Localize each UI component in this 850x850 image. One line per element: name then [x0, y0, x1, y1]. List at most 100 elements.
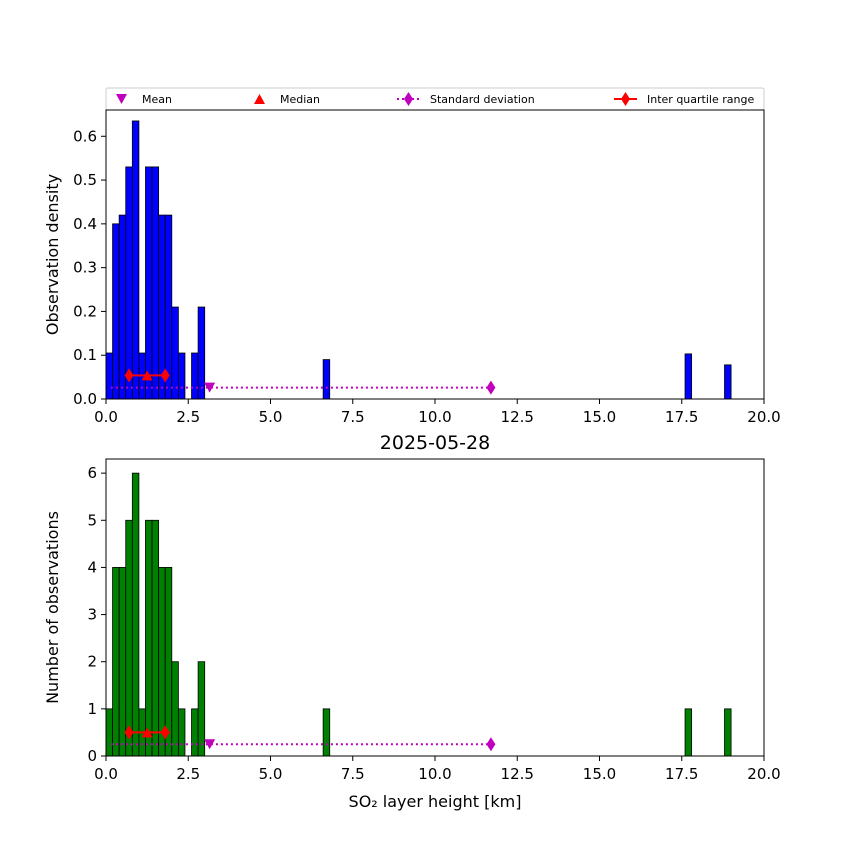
density-bar — [724, 364, 732, 400]
density-x-tick-label: 12.5 — [501, 408, 534, 426]
density-bar — [118, 214, 127, 400]
density-bar — [191, 352, 199, 400]
density-y-axis-label: Observation density — [43, 174, 62, 335]
density-x-tick-label: 10.0 — [418, 408, 451, 426]
count-x-tick-label: 5.0 — [259, 765, 283, 783]
count-bar — [145, 519, 153, 757]
density-iqr-low-marker — [124, 368, 134, 383]
count-bar — [105, 708, 113, 757]
density-bar — [145, 166, 153, 400]
density-bar — [112, 223, 120, 400]
count-iqr-high-marker — [160, 725, 170, 740]
density-y-tick-label: 0.3 — [73, 259, 97, 277]
count-y-tick-label: 4 — [87, 558, 97, 576]
count-x-tick-label: 0.0 — [94, 765, 118, 783]
count-x-tick-label: 2.5 — [176, 765, 200, 783]
legend-label-iqr: Inter quartile range — [647, 93, 754, 106]
density-x-tick-label: 2.5 — [176, 408, 200, 426]
count-x-tick-label: 20.0 — [747, 765, 780, 783]
density-std-dev-marker — [486, 380, 496, 395]
density-x-tick-label: 15.0 — [583, 408, 616, 426]
count-x-tick-label: 10.0 — [418, 765, 451, 783]
count-bar — [197, 661, 206, 757]
density-histogram: 0.0 2.5 5.0 7.5 10.0 12.5 15.0 17.5 20.0 0.00.10… — [43, 109, 781, 426]
count-bar — [171, 661, 179, 757]
density-bar — [125, 166, 133, 400]
density-x-tick-label: 17.5 — [665, 408, 698, 426]
density-y-tick-label: 0.5 — [73, 171, 97, 189]
density-y-tick-label: 0.0 — [73, 390, 97, 408]
density-y-tick-label: 0.6 — [73, 127, 97, 145]
count-bar — [118, 567, 127, 757]
count-x-tick-label: 17.5 — [665, 765, 698, 783]
density-bar — [197, 306, 206, 400]
iqr-diamond-icon — [621, 92, 630, 106]
count-chart-title: 2025-05-28 — [380, 432, 490, 454]
density-axes-frame — [105, 109, 765, 400]
density-y-tick-label: 0.2 — [73, 302, 97, 320]
count-y-tick-label: 1 — [87, 700, 97, 718]
count-bar — [322, 708, 331, 757]
count-bar — [131, 472, 140, 757]
density-statistics — [110, 368, 496, 395]
count-x-tick-label: 7.5 — [341, 765, 365, 783]
count-histogram: 2025-05-28 0.0 2.5 5.0 7.5 10.0 12.5 15.0 17.5 2… — [43, 432, 781, 811]
count-x-ticks: 0.0 2.5 5.0 7.5 10.0 12.5 15.0 17.5 20.0 — [94, 756, 781, 783]
density-bar — [131, 120, 140, 400]
density-x-tick-label: 0.0 — [94, 408, 118, 426]
density-y-tick-label: 0.4 — [73, 215, 97, 233]
sd-diamond-icon — [404, 92, 413, 106]
density-bar — [177, 352, 186, 400]
legend-item-iqr: Inter quartile range — [614, 92, 754, 106]
count-x-tick-label: 12.5 — [501, 765, 534, 783]
density-bar — [171, 306, 179, 400]
density-median-marker — [141, 370, 153, 381]
count-x-axis-label: SO₂ layer height [km] — [349, 792, 522, 811]
density-bar — [322, 359, 331, 400]
count-bar — [112, 567, 120, 757]
density-bars — [105, 120, 732, 400]
count-mean-marker — [204, 739, 216, 750]
count-bar — [125, 519, 133, 757]
count-bars — [105, 472, 732, 757]
count-y-tick-label: 3 — [87, 606, 97, 624]
density-x-tick-label: 5.0 — [259, 408, 283, 426]
legend: Mean Median Standard deviation Inter qua… — [105, 87, 765, 111]
density-bar — [151, 166, 160, 400]
legend-item-median: Median — [254, 93, 320, 106]
count-y-axis-label: Number of observations — [43, 511, 62, 704]
count-y-tick-label: 6 — [87, 464, 97, 482]
count-bar — [177, 708, 186, 757]
density-y-tick-label: 0.1 — [73, 346, 97, 364]
count-y-tick-label: 0 — [87, 747, 97, 765]
count-x-tick-label: 15.0 — [583, 765, 616, 783]
legend-item-mean: Mean — [116, 93, 172, 106]
density-bar — [684, 353, 693, 400]
density-x-tick-label: 7.5 — [341, 408, 365, 426]
count-bar — [724, 708, 732, 757]
count-median-marker — [141, 727, 153, 738]
count-bar — [191, 708, 199, 757]
legend-label-median: Median — [280, 93, 320, 106]
density-x-ticks: 0.0 2.5 5.0 7.5 10.0 12.5 15.0 17.5 20.0 — [94, 399, 781, 426]
count-statistics — [110, 725, 496, 752]
mean-marker-icon — [116, 94, 127, 104]
count-y-tick-label: 2 — [87, 653, 97, 671]
median-marker-icon — [254, 94, 265, 104]
legend-item-sd: Standard deviation — [397, 92, 535, 106]
count-y-tick-label: 5 — [87, 511, 97, 529]
density-y-ticks: 0.0 0.1 0.2 0.3 0.4 0.5 0.6 — [73, 127, 106, 408]
count-std-dev-marker — [486, 737, 496, 752]
density-iqr-high-marker — [160, 368, 170, 383]
legend-label-sd: Standard deviation — [430, 93, 535, 106]
count-bar — [151, 519, 160, 757]
density-mean-marker — [204, 382, 216, 393]
count-y-ticks: 0 1 2 3 4 5 6 — [87, 464, 106, 765]
count-iqr-low-marker — [124, 725, 134, 740]
density-x-tick-label: 20.0 — [747, 408, 780, 426]
legend-label-mean: Mean — [142, 93, 172, 106]
count-axes-frame — [105, 458, 765, 757]
count-bar — [684, 708, 693, 757]
density-bar — [105, 352, 113, 400]
